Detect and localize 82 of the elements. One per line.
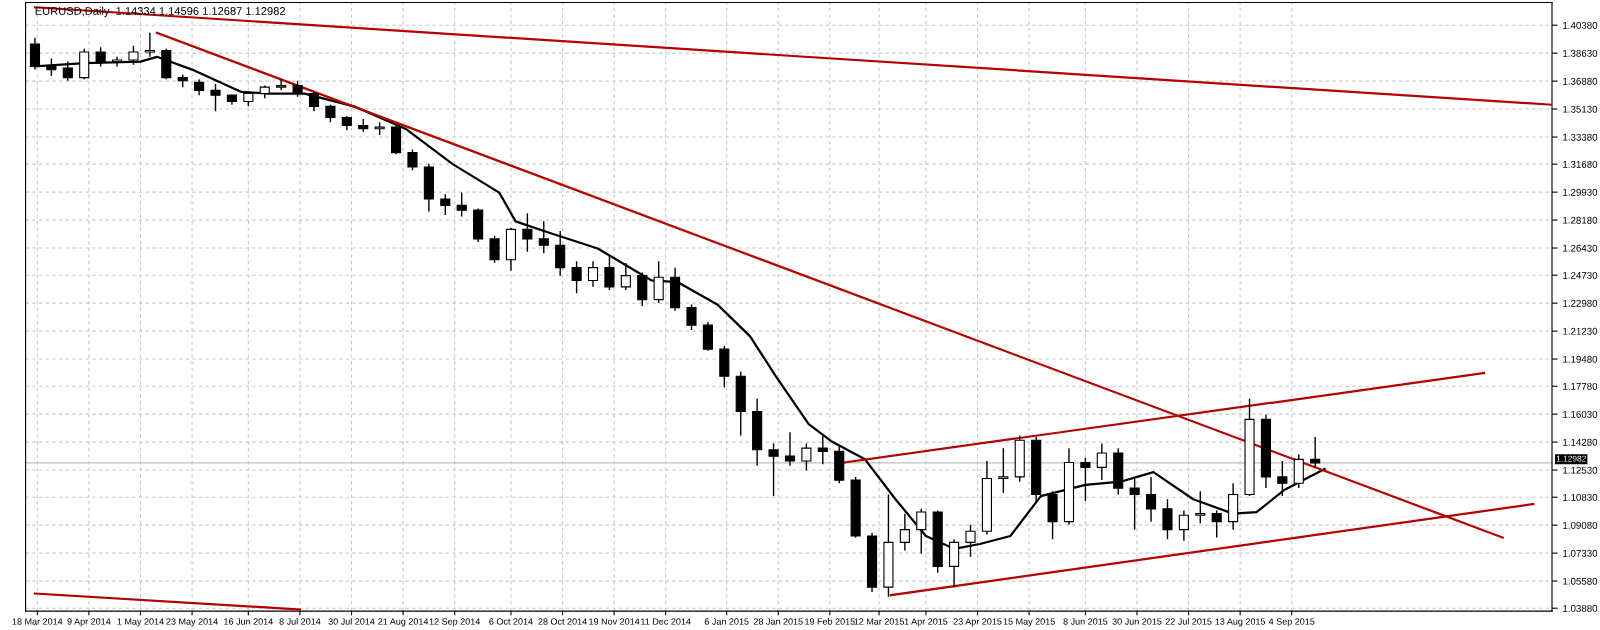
y-tick-label: 1.24730 [1563, 271, 1598, 279]
candlestick [1277, 460, 1288, 497]
x-tick-label: 22 Jul 2015 [1165, 618, 1212, 625]
y-tick-label: 1.29930 [1563, 188, 1598, 196]
y-tick-label: 1.31680 [1563, 160, 1598, 168]
x-tick-label: 4 Sep 2015 [1268, 618, 1315, 627]
candlestick [817, 434, 828, 465]
x-tick-label: 9 Apr 2014 [67, 618, 111, 627]
candlestick [637, 271, 648, 307]
y-tick-label: 1.38630 [1563, 49, 1598, 57]
x-tick-label: 1 May 2014 [117, 618, 164, 627]
x-tick-label: 30 Jul 2014 [328, 618, 375, 625]
x-tick-label: 8 Jun 2015 [1063, 618, 1108, 625]
candlestick [1162, 498, 1173, 540]
y-tick-label: 1.28180 [1563, 216, 1598, 224]
candlestick [1293, 453, 1304, 489]
y-tick-label: 1.26430 [1563, 244, 1598, 252]
candlestick [1096, 442, 1107, 481]
x-tick-label: 23 May 2014 [166, 618, 218, 627]
candlestick [1195, 490, 1206, 524]
y-tick-label: 1.33380 [1563, 133, 1598, 141]
ref-line-label: 1.12982 [1556, 455, 1586, 462]
candlestick [1178, 509, 1189, 542]
y-tick-label: 1.10830 [1563, 493, 1598, 501]
candlestick [587, 260, 599, 288]
candlestick [1080, 457, 1091, 502]
candlestick [1129, 477, 1140, 531]
y-tick-label: 1.36880 [1563, 77, 1598, 85]
candlestick [620, 262, 631, 291]
y-tick-label: 1.17780 [1563, 382, 1598, 390]
y-tick-label: 1.12530 [1563, 466, 1598, 474]
candlestick [1145, 476, 1157, 523]
candlestick [571, 260, 582, 294]
candlestick [653, 260, 664, 304]
x-tick-label: 28 Jan 2015 [753, 618, 803, 625]
candlestick [440, 193, 451, 216]
y-tick-label: 1.14280 [1563, 438, 1598, 446]
candlestick [768, 442, 779, 497]
x-tick-label: 28 Oct 2014 [538, 618, 587, 625]
candlestick [522, 212, 533, 253]
candlestick [276, 78, 287, 92]
candlestick [62, 60, 73, 82]
candlestick [801, 442, 812, 472]
candlestick [456, 191, 467, 218]
candlestick [1211, 509, 1222, 539]
x-tick-label: 19 Feb 2015 [805, 618, 855, 625]
x-tick-label: 13 Aug 2015 [1215, 618, 1266, 627]
candlestick [686, 303, 697, 331]
candlestick [210, 83, 221, 112]
x-tick-label: 8 Jul 2014 [279, 618, 321, 625]
x-tick-label: 1 Apr 2015 [904, 618, 948, 627]
y-tick-label: 1.22980 [1563, 299, 1598, 307]
y-tick-label: 1.40380 [1563, 21, 1598, 29]
x-tick-label: 11 Dec 2014 [641, 618, 691, 625]
x-tick-label: 18 Mar 2014 [12, 618, 63, 625]
candlestick [555, 230, 566, 277]
x-tick-label: 15 May 2015 [1003, 618, 1055, 627]
x-tick-label: 21 Aug 2014 [378, 618, 429, 627]
x-tick-label: 6 Oct 2014 [489, 618, 533, 625]
candlestick [538, 220, 549, 254]
y-tick-label: 1.16030 [1563, 410, 1598, 418]
x-tick-label: 12 Mar 2015 [854, 618, 905, 625]
x-tick-label: 12 Sep 2014 [429, 618, 481, 627]
x-tick-label: 23 Apr 2015 [953, 618, 1002, 627]
candlestick [489, 235, 500, 264]
y-tick-label: 1.07330 [1563, 549, 1598, 557]
y-tick-label: 1.03880 [1563, 604, 1598, 612]
candlestick [407, 148, 418, 171]
y-tick-label: 1.35130 [1563, 105, 1598, 113]
y-tick-label: 1.05580 [1563, 577, 1598, 585]
y-tick-label: 1.19480 [1563, 355, 1598, 363]
candlestick [784, 431, 796, 467]
x-tick-label: 19 Nov 2014 [589, 618, 640, 625]
x-tick-label: 6 Jan 2015 [704, 618, 749, 625]
candlestick [998, 447, 1009, 494]
x-tick-label: 16 Jun 2014 [224, 618, 273, 625]
candlestick [604, 254, 615, 291]
candlestick [702, 321, 713, 352]
y-tick-label: 1.09080 [1563, 521, 1598, 529]
x-tick-label: 30 Jun 2015 [1112, 618, 1162, 625]
y-tick-label: 1.21230 [1563, 327, 1598, 335]
candlestick [308, 91, 320, 112]
